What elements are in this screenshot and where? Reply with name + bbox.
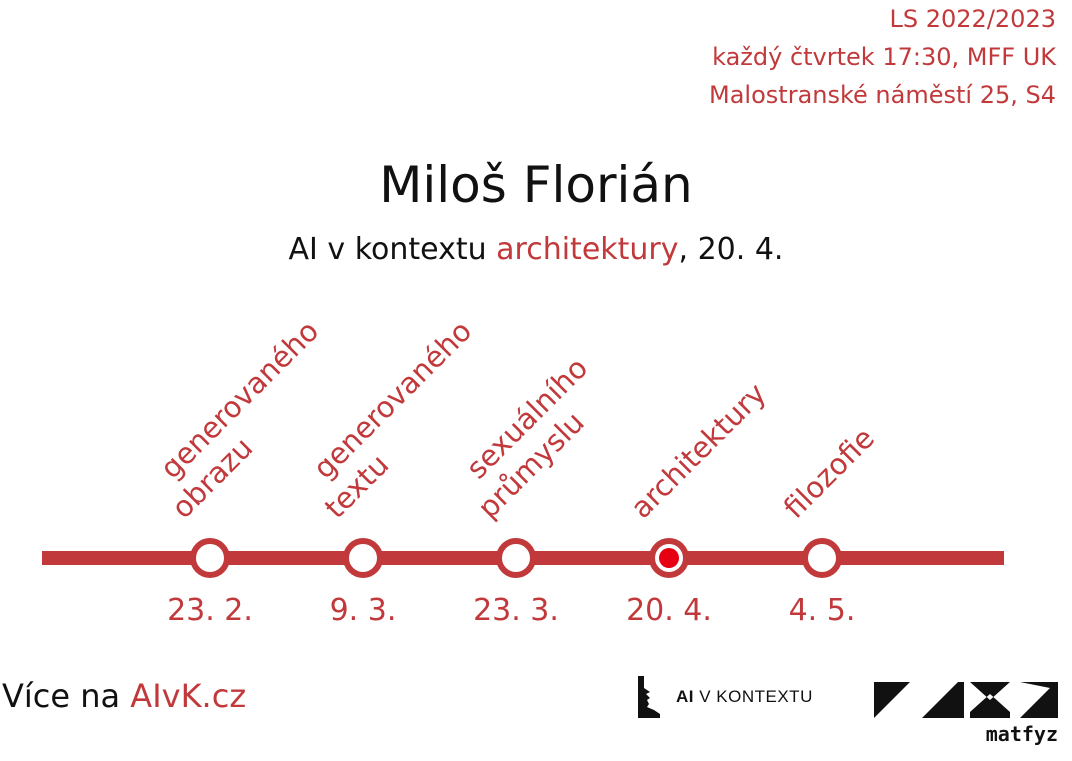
speaker-name: Miloš Florián (379, 156, 693, 214)
semester-text: LS 2022/2023 (889, 5, 1056, 33)
ai-v-kontextu-text: AI V KONTEXTU (676, 687, 813, 707)
profile-head-icon (638, 676, 660, 718)
timeline-topic-5: filozofie (777, 421, 881, 525)
timeline-date-1: 23. 2. (167, 593, 253, 628)
timeline-stop-5 (802, 538, 842, 578)
timeline-topic-2: generovanéhotextu (292, 314, 503, 525)
matfyz-text: matfyz (985, 722, 1058, 746)
timeline-date-4: 20. 4. (626, 593, 712, 628)
timeline-date-5: 4. 5. (789, 593, 856, 628)
website-link[interactable]: AIvK.cz (130, 677, 247, 715)
current-talk-marker (659, 548, 679, 568)
timeline-stop-2 (343, 538, 383, 578)
ai-v-kontextu-logo: AI V KONTEXTU (632, 674, 813, 720)
timeline-topic-3: sexuálníhoprůmyslu (445, 351, 619, 525)
talk-prefix: AI v kontextu (288, 232, 497, 267)
matfyz-emblem-icon (874, 682, 1058, 718)
event-info: LS 2022/2023 každý čtvrtek 17:30, MFF UK… (709, 0, 1056, 114)
timeline-stop-1 (190, 538, 230, 578)
schedule-text: každý čtvrtek 17:30, MFF UK (712, 43, 1056, 71)
talk-topic: architektury (496, 232, 679, 267)
matfyz-logo: matfyz (874, 682, 1058, 746)
series-timeline: 23. 2. generovanéhoobrazu 9. 3. generovanéh… (42, 314, 1004, 628)
timeline-stop-3 (496, 538, 536, 578)
logo-ai-text: AI (676, 687, 694, 706)
timeline-topic-4: architektury (624, 376, 773, 525)
timeline-stops: 23. 2. generovanéhoobrazu 9. 3. generovanéh… (139, 314, 881, 628)
address-text: Malostranské náměstí 25, S4 (709, 81, 1056, 109)
timeline-topic-1: generovanéhoobrazu (139, 314, 350, 525)
timeline-date-3: 23. 3. (473, 593, 559, 628)
more-info: Více na AIvK.cz (2, 677, 246, 715)
more-prefix: Více na (2, 677, 131, 715)
talk-suffix: , 20. 4. (678, 232, 784, 267)
talk-title: AI v kontextu architektury, 20. 4. (0, 232, 1072, 267)
logo-rest-text: V KONTEXTU (694, 687, 813, 706)
timeline-date-2: 9. 3. (330, 593, 397, 628)
